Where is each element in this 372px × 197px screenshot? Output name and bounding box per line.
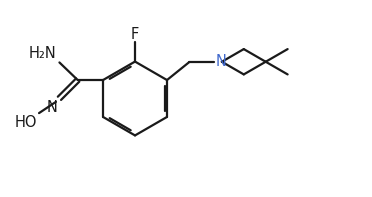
Text: H₂N: H₂N bbox=[29, 46, 57, 61]
Text: F: F bbox=[131, 27, 139, 42]
Text: N: N bbox=[46, 100, 57, 115]
Text: HO: HO bbox=[15, 115, 37, 130]
Text: N: N bbox=[215, 54, 227, 69]
